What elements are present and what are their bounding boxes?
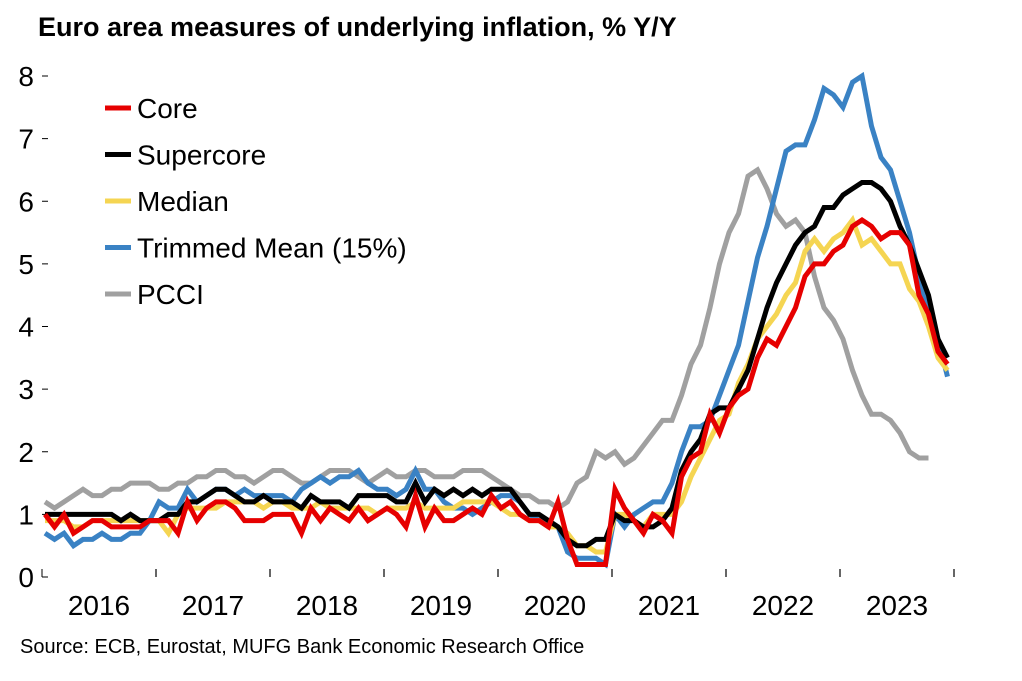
y-tick-label: 7: [18, 124, 34, 155]
series-line-core: [43, 217, 950, 567]
source-note: Source: ECB, Eurostat, MUFG Bank Economi…: [20, 636, 585, 658]
legend-label: Median: [137, 186, 229, 217]
series-lines: [43, 71, 950, 569]
x-tick-label: 2021: [638, 590, 700, 621]
legend-item: Trimmed Mean (15%): [105, 233, 407, 264]
legend-item: PCCI: [105, 279, 204, 310]
y-tick-label: 4: [18, 312, 34, 343]
legend-label: Supercore: [137, 140, 266, 171]
y-tick-label: 8: [18, 61, 34, 92]
x-tick-label: 2018: [296, 590, 358, 621]
y-tick-label: 1: [18, 499, 34, 530]
axes: 0 1 2 3 4 5 6 7 8 2016 2017 2018 2019 2020 2021 2022 202…: [18, 61, 955, 621]
x-tick-label: 2016: [68, 590, 130, 621]
legend-label: PCCI: [137, 279, 204, 310]
y-tick-label: 6: [18, 186, 34, 217]
y-tick-label: 5: [18, 249, 34, 280]
y-tick-label: 0: [18, 562, 34, 593]
legend-label: Core: [137, 93, 198, 124]
legend-item: Supercore: [105, 140, 266, 171]
x-tick-label: 2023: [866, 590, 928, 621]
legend-item: Core: [105, 93, 198, 124]
legend: Core Supercore Median Trimmed Mean (15%) PCC…: [105, 93, 407, 310]
x-tick-label: 2019: [410, 590, 472, 621]
legend-label: Trimmed Mean (15%): [137, 233, 407, 264]
series-line-pcci: [43, 166, 929, 512]
y-tick-label: 2: [18, 437, 34, 468]
y-tick-label: 3: [18, 374, 34, 405]
x-tick-label: 2017: [182, 590, 244, 621]
series-line-supercore: [45, 180, 950, 549]
x-tick-label: 2020: [524, 590, 586, 621]
chart-title: Euro area measures of underlying inflati…: [38, 12, 677, 42]
x-tick-label: 2022: [752, 590, 814, 621]
legend-item: Median: [105, 186, 229, 217]
